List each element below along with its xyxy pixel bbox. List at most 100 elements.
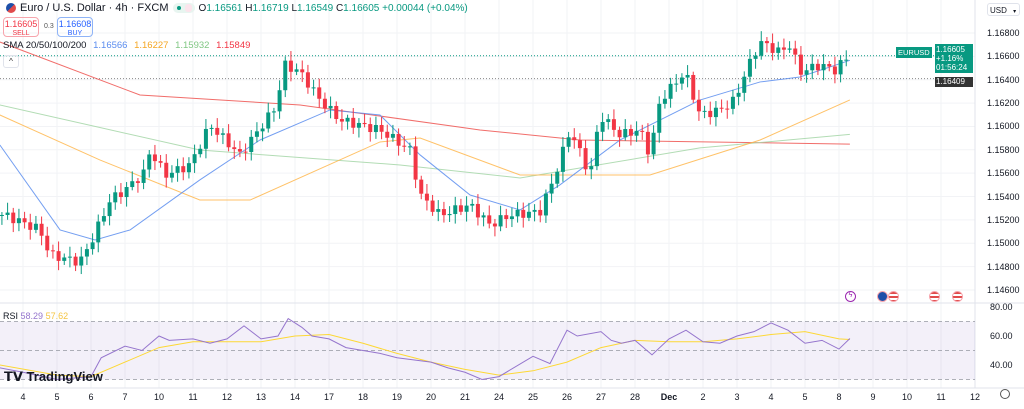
candle-body — [254, 131, 259, 137]
candle-body — [810, 63, 815, 71]
candle-body — [16, 218, 21, 224]
candle-body — [118, 192, 123, 198]
candle-body — [5, 212, 10, 215]
candle-body — [515, 209, 520, 217]
symbol-title[interactable]: Euro / U.S. Dollar · 4h · FXCM — [20, 2, 169, 14]
candle-body — [277, 90, 282, 112]
candle-body — [464, 205, 469, 212]
sma100-line — [0, 104, 850, 179]
currency-select[interactable]: USD ▾ — [987, 3, 1020, 16]
candle-body — [606, 119, 611, 123]
candle-body — [832, 66, 837, 75]
candle-body — [708, 110, 713, 118]
candle-body — [232, 147, 237, 150]
candle-body — [504, 215, 509, 220]
candle-body — [260, 128, 265, 132]
sma-legend[interactable]: SMA 20/50/100/200 1.16566 1.16227 1.1593… — [3, 40, 251, 51]
date-tick-label: 11 — [936, 392, 946, 402]
candle-body — [345, 117, 350, 122]
candle-body — [220, 133, 225, 135]
candle-body — [362, 122, 367, 125]
settings-gear-icon[interactable] — [1000, 389, 1010, 399]
us-event-flag-icon[interactable] — [888, 291, 899, 302]
candle-body — [33, 223, 38, 230]
candle-body — [407, 146, 412, 148]
candle-body — [577, 140, 582, 149]
prev-close-label: 1.16409 — [935, 77, 973, 87]
candle-body — [22, 218, 27, 223]
candle-body — [186, 163, 191, 173]
candle-body — [283, 60, 288, 91]
date-tick-label: 24 — [493, 392, 505, 402]
candle-body — [827, 64, 832, 67]
candle-body — [623, 129, 628, 138]
candle-body — [39, 223, 44, 236]
candle-body — [356, 122, 361, 128]
candle-body — [691, 74, 696, 100]
rsi-ma-line — [0, 331, 850, 378]
candle-body — [753, 55, 758, 59]
candle-body — [243, 151, 248, 153]
date-tick-label: 12 — [969, 392, 981, 402]
date-tick-label: 8 — [836, 392, 842, 402]
date-tick-label: 25 — [527, 392, 539, 402]
candle-body — [447, 214, 452, 216]
candle-body — [453, 205, 458, 215]
candle-body — [305, 72, 310, 88]
candle-body — [96, 221, 101, 243]
date-tick-label: 28 — [629, 392, 641, 402]
candle-body — [164, 162, 169, 178]
candle-body — [657, 103, 662, 133]
candle-body — [266, 112, 271, 129]
price-tick-label: 1.16600 — [987, 51, 1020, 62]
tradingview-logo[interactable]: 𝗧𝗩 TradingView — [4, 369, 103, 384]
event-lightning-icon[interactable]: ϟ — [845, 291, 856, 302]
collapse-legend-button[interactable]: ^ — [3, 55, 19, 68]
candle-body — [787, 48, 792, 50]
candle-body — [702, 110, 707, 112]
date-tick-label: 13 — [255, 392, 267, 402]
candle-body — [0, 214, 4, 216]
ohlc-values: O1.16561 H1.16719 L1.16549 C1.16605 +0.0… — [198, 2, 468, 14]
candle-body — [430, 200, 435, 212]
price-tick-label: 1.14800 — [987, 261, 1020, 272]
spread-value: 0.3 — [44, 23, 54, 30]
candle-body — [79, 256, 84, 266]
candle-body — [50, 250, 55, 252]
rsi-legend[interactable]: RSI 58.29 57.62 — [3, 311, 69, 321]
candle-body — [107, 202, 112, 217]
candle-body — [804, 70, 809, 75]
candle-body — [73, 256, 78, 266]
candle-body — [498, 215, 503, 227]
candle-body — [379, 124, 384, 132]
buy-button[interactable]: 1.16608 BUY — [57, 17, 93, 37]
candle-body — [685, 74, 690, 78]
candle-body — [470, 203, 475, 206]
date-tick-label: 20 — [425, 392, 437, 402]
eu-event-flag-icon[interactable] — [877, 291, 888, 302]
sell-button[interactable]: 1.16605 SELL — [3, 17, 39, 37]
candle-body — [776, 47, 781, 53]
candle-body — [815, 63, 820, 71]
price-tick-label: 1.16800 — [987, 28, 1020, 38]
candle-body — [419, 179, 424, 194]
date-tick-label: 4 — [20, 392, 26, 402]
date-tick-label: 6 — [88, 392, 94, 402]
us-event-flag-icon[interactable] — [929, 291, 940, 302]
candle-body — [662, 98, 667, 104]
us-event-flag-icon[interactable] — [952, 291, 963, 302]
date-tick-label: 11 — [188, 392, 198, 402]
candle-body — [175, 166, 180, 173]
candle-body — [311, 87, 316, 89]
candle-body — [67, 256, 72, 258]
candle-body — [237, 149, 242, 152]
candle-body — [209, 127, 214, 129]
date-tick-label: 2 — [700, 392, 706, 402]
price-tick-label: 1.15400 — [987, 191, 1020, 202]
candle-body — [651, 132, 656, 155]
candle-body — [84, 249, 89, 257]
candle-body — [288, 60, 293, 72]
rsi-tick-label: 40.00 — [990, 360, 1013, 370]
candle-body — [334, 105, 339, 120]
